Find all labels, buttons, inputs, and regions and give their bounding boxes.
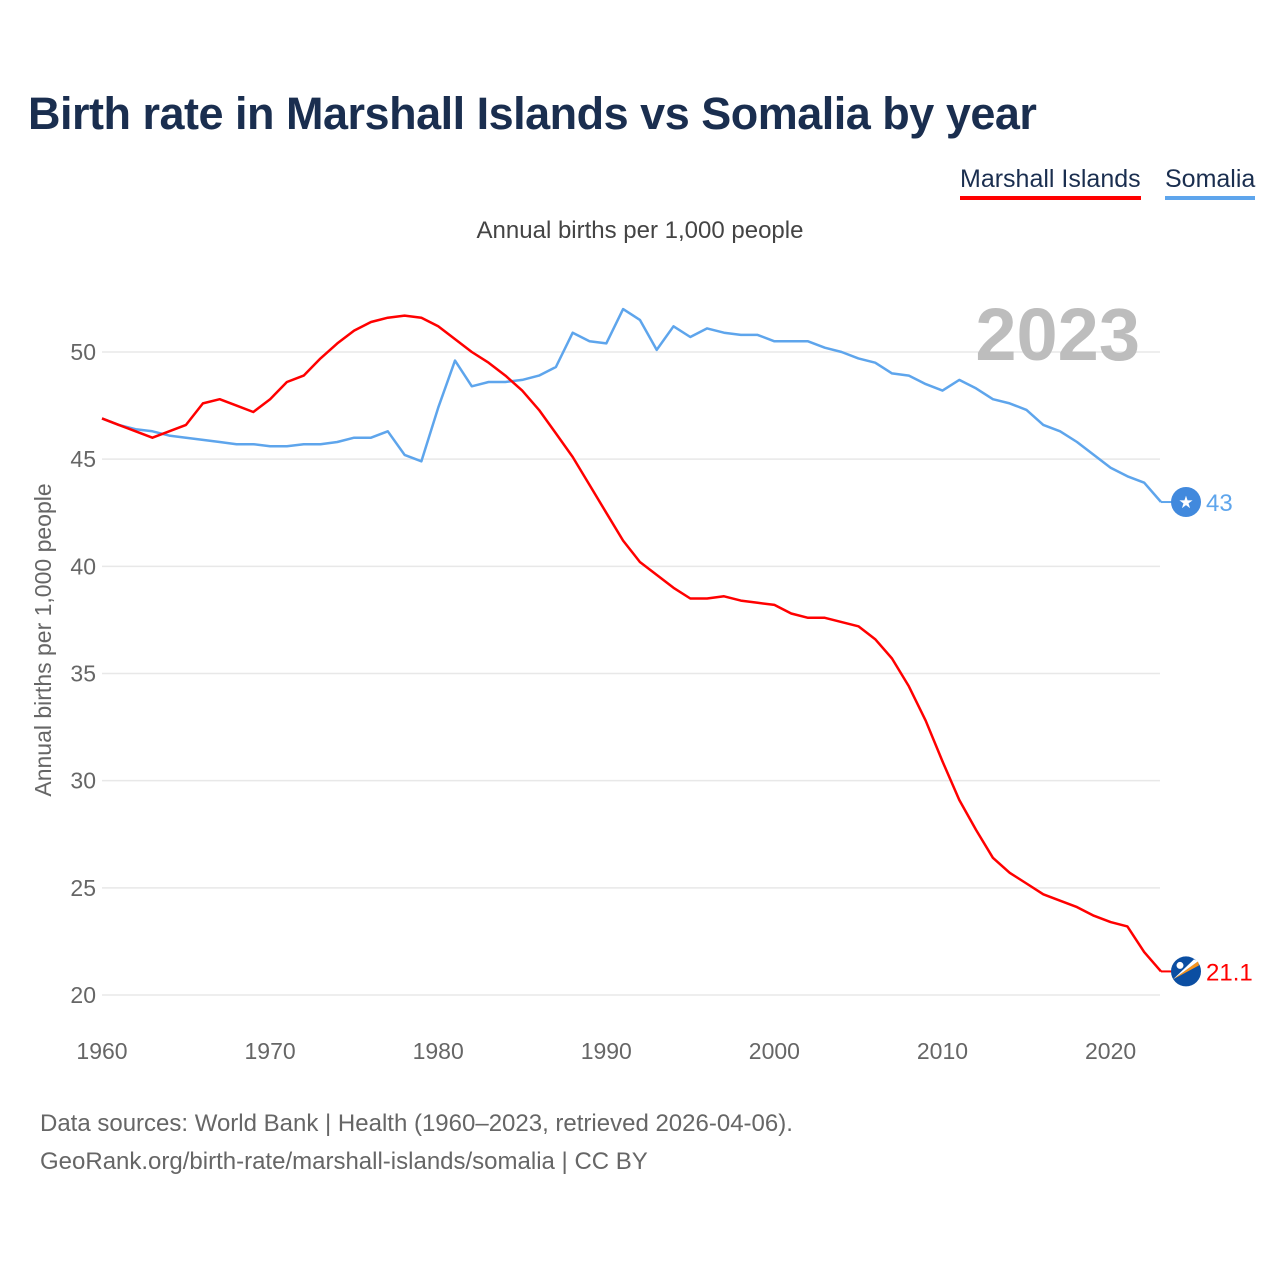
- year-label: 2023: [975, 293, 1140, 376]
- legend-marshall-islands[interactable]: Marshall Islands: [960, 165, 1141, 200]
- y-tick-label: 25: [70, 875, 96, 901]
- marshall-islands-flag-icon: [1171, 956, 1201, 987]
- end-value-label: 21.1: [1206, 959, 1253, 986]
- svg-text:★: ★: [1178, 493, 1193, 512]
- y-axis-label: Annual births per 1,000 people: [30, 483, 56, 796]
- x-tick-label: 2000: [749, 1038, 800, 1064]
- end-value-label: 43: [1206, 490, 1233, 517]
- x-tick-label: 1980: [413, 1038, 464, 1064]
- x-tick-label: 1960: [76, 1038, 127, 1064]
- gridlines: 20 25 30 35 40 45 50 1960 1970 1980 1990 2000 2010 20…: [70, 339, 1160, 1064]
- x-tick-label: 1970: [245, 1038, 296, 1064]
- source-link[interactable]: GeoRank.org/birth-rate/marshall-islands/…: [40, 1148, 648, 1175]
- series-line-marshall-islands: [101, 314, 1162, 973]
- y-tick-label: 40: [70, 553, 96, 579]
- x-tick-label: 1990: [581, 1038, 632, 1064]
- y-tick-label: 35: [70, 661, 96, 687]
- y-tick-label: 50: [70, 339, 96, 365]
- series-line-somalia: [101, 307, 1162, 503]
- x-tick-label: 2010: [917, 1038, 968, 1064]
- x-tick-label: 2020: [1085, 1038, 1136, 1064]
- chart-title: Birth rate in Marshall Islands vs Somali…: [28, 88, 1037, 139]
- somalia-flag-icon: ★: [1171, 487, 1201, 518]
- y-tick-label: 20: [70, 982, 96, 1008]
- footer: Data sources: World Bank | Health (1960–…: [40, 1105, 793, 1181]
- data-source: Data sources: World Bank | Health (1960–…: [40, 1110, 793, 1137]
- y-tick-label: 30: [70, 768, 96, 794]
- chart-subtitle: Annual births per 1,000 people: [476, 217, 804, 244]
- y-tick-label: 45: [70, 446, 96, 472]
- legend-somalia[interactable]: Somalia: [1165, 165, 1256, 200]
